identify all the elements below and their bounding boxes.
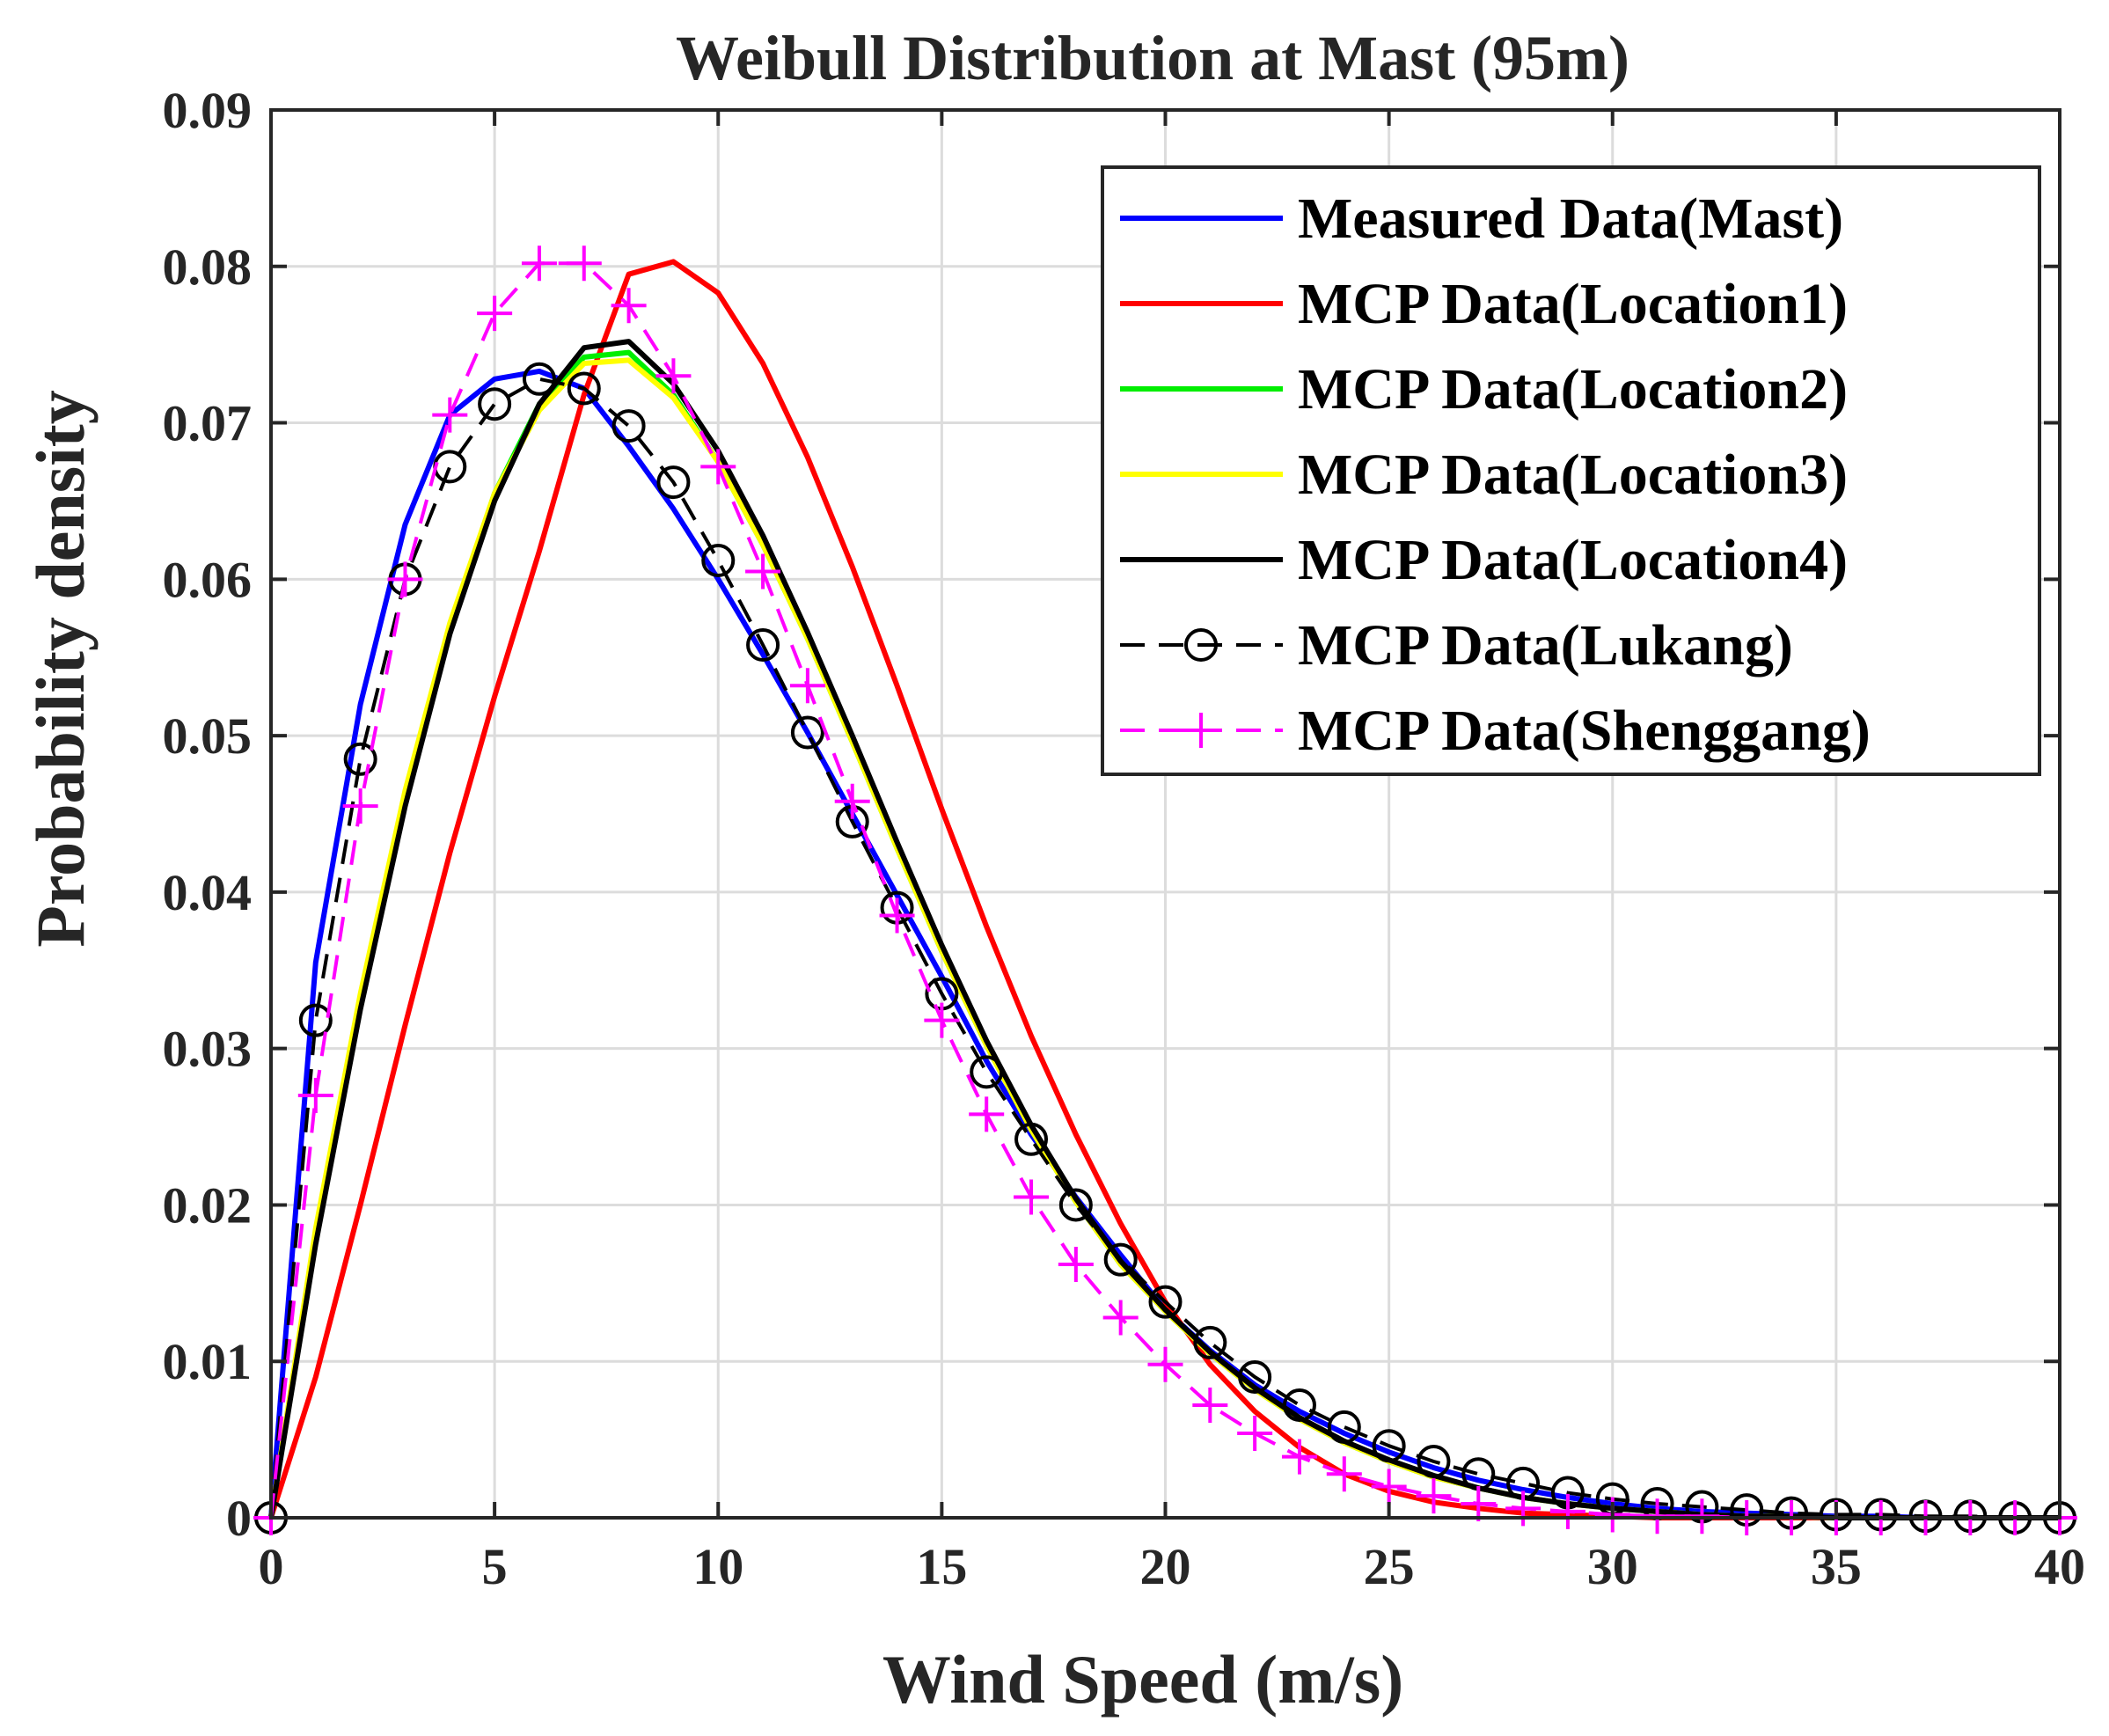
x-tick-label: 15 bbox=[916, 1538, 967, 1595]
legend-marker-mcp-data-lukang bbox=[1184, 628, 1218, 662]
data-point-mcp-data-shenggang bbox=[1281, 1439, 1317, 1475]
data-point-mcp-data-lukang bbox=[611, 409, 646, 443]
data-point-mcp-data-shenggang bbox=[1014, 1179, 1050, 1215]
y-tick-label: 0.09 bbox=[163, 82, 253, 139]
data-point-mcp-data-lukang bbox=[298, 1003, 333, 1037]
data-point-mcp-data-lukang bbox=[1193, 1325, 1227, 1359]
data-point-mcp-data-shenggang bbox=[342, 788, 378, 824]
data-point-mcp-data-shenggang bbox=[1192, 1388, 1228, 1423]
data-point-mcp-data-shenggang bbox=[834, 783, 870, 819]
data-point-mcp-data-shenggang bbox=[1147, 1346, 1183, 1382]
y-tick-label: 0.07 bbox=[163, 395, 253, 452]
legend-label-mcp-data-shenggang: MCP Data(Shenggang) bbox=[1298, 699, 1871, 763]
data-point-mcp-data-shenggang bbox=[566, 245, 602, 282]
data-point-mcp-data-lukang bbox=[343, 742, 377, 776]
data-point-mcp-data-lukang bbox=[1148, 1285, 1183, 1319]
data-point-mcp-data-shenggang bbox=[387, 561, 423, 597]
data-point-mcp-data-lukang bbox=[701, 544, 736, 577]
y-tick-label: 0.03 bbox=[163, 1021, 253, 1078]
data-point-mcp-data-shenggang bbox=[655, 358, 692, 394]
y-tick-label: 0 bbox=[226, 1490, 252, 1547]
y-tick-label: 0.02 bbox=[163, 1176, 253, 1234]
x-tick-label: 10 bbox=[692, 1538, 743, 1595]
data-point-mcp-data-lukang bbox=[567, 371, 601, 406]
data-point-mcp-data-shenggang bbox=[924, 1002, 960, 1038]
data-point-mcp-data-shenggang bbox=[297, 1078, 333, 1113]
y-tick-label: 0.08 bbox=[163, 238, 253, 296]
y-axis-label: Probability density bbox=[22, 390, 99, 947]
data-point-mcp-data-shenggang bbox=[1549, 1493, 1585, 1529]
data-point-mcp-data-shenggang bbox=[745, 553, 781, 590]
data-point-mcp-data-shenggang bbox=[789, 668, 825, 704]
data-point-mcp-data-lukang bbox=[746, 628, 780, 662]
data-point-mcp-data-shenggang bbox=[1326, 1456, 1362, 1492]
data-point-mcp-data-lukang bbox=[478, 387, 512, 421]
legend-label-mcp-data-location3: MCP Data(Location3) bbox=[1298, 443, 1848, 507]
legend-label-mcp-data-location1: MCP Data(Location1) bbox=[1298, 272, 1848, 336]
data-point-mcp-data-lukang bbox=[1014, 1122, 1049, 1156]
legend-marker-mcp-data-shenggang bbox=[1183, 713, 1219, 748]
data-point-mcp-data-shenggang bbox=[1058, 1247, 1094, 1282]
x-tick-label: 30 bbox=[1587, 1538, 1638, 1595]
data-point-mcp-data-lukang bbox=[656, 465, 691, 500]
data-point-mcp-data-shenggang bbox=[1371, 1469, 1407, 1505]
data-point-mcp-data-shenggang bbox=[969, 1096, 1005, 1132]
data-point-mcp-data-lukang bbox=[970, 1055, 1004, 1089]
data-point-mcp-data-shenggang bbox=[521, 245, 557, 282]
ticks: 0 5 10 15 20 25 30 35 40 0 0.01 0.02 0.03 0.04 0.05 0.0… bbox=[163, 82, 2086, 1595]
x-tick-label: 35 bbox=[1811, 1538, 1862, 1595]
data-point-mcp-data-lukang bbox=[522, 362, 556, 396]
y-tick-label: 0.04 bbox=[163, 864, 253, 921]
data-point-mcp-data-shenggang bbox=[700, 449, 736, 485]
data-point-mcp-data-shenggang bbox=[1461, 1486, 1497, 1521]
y-tick-label: 0.06 bbox=[163, 551, 253, 608]
data-point-mcp-data-shenggang bbox=[879, 897, 915, 934]
y-tick-label: 0.01 bbox=[163, 1333, 253, 1390]
data-point-mcp-data-shenggang bbox=[1416, 1478, 1452, 1514]
y-tick-label: 0.05 bbox=[163, 707, 253, 765]
legend-label-mcp-data-location4: MCP Data(Location4) bbox=[1298, 528, 1848, 592]
data-point-mcp-data-shenggang bbox=[1102, 1300, 1139, 1336]
legend-label-measured-data-mast: Measured Data(Mast) bbox=[1298, 187, 1843, 251]
data-point-mcp-data-shenggang bbox=[477, 296, 513, 332]
x-tick-label: 0 bbox=[259, 1538, 284, 1595]
data-point-mcp-data-lukang bbox=[790, 715, 824, 750]
data-point-mcp-data-lukang bbox=[1058, 1188, 1093, 1222]
x-tick-label: 20 bbox=[1140, 1538, 1191, 1595]
data-point-mcp-data-lukang bbox=[1238, 1360, 1272, 1394]
data-point-mcp-data-lukang bbox=[1103, 1242, 1138, 1277]
data-point-mcp-data-lukang bbox=[1372, 1429, 1406, 1463]
data-point-mcp-data-shenggang bbox=[1237, 1416, 1273, 1451]
legend-box bbox=[1101, 165, 2041, 776]
legend: Measured Data(Mast) MCP Data(Location1) MC… bbox=[1101, 165, 2041, 776]
x-tick-label: 40 bbox=[2034, 1538, 2085, 1595]
x-tick-label: 5 bbox=[482, 1538, 508, 1595]
legend-label-mcp-data-lukang: MCP Data(Lukang) bbox=[1298, 613, 1793, 678]
x-tick-label: 25 bbox=[1364, 1538, 1415, 1595]
data-point-mcp-data-shenggang bbox=[1505, 1491, 1541, 1527]
data-point-mcp-data-lukang bbox=[1282, 1388, 1316, 1422]
chart-title: Weibull Distribution at Mast (95m) bbox=[676, 23, 1629, 93]
x-axis-label: Wind Speed (m/s) bbox=[882, 1641, 1403, 1718]
legend-label-mcp-data-location2: MCP Data(Location2) bbox=[1298, 357, 1848, 421]
series-mcp-data-lukang bbox=[254, 362, 2076, 1535]
data-point-mcp-data-shenggang bbox=[432, 397, 468, 433]
data-point-mcp-data-lukang bbox=[1417, 1445, 1451, 1478]
data-point-mcp-data-shenggang bbox=[611, 288, 647, 324]
data-point-mcp-data-lukang bbox=[1327, 1410, 1361, 1444]
